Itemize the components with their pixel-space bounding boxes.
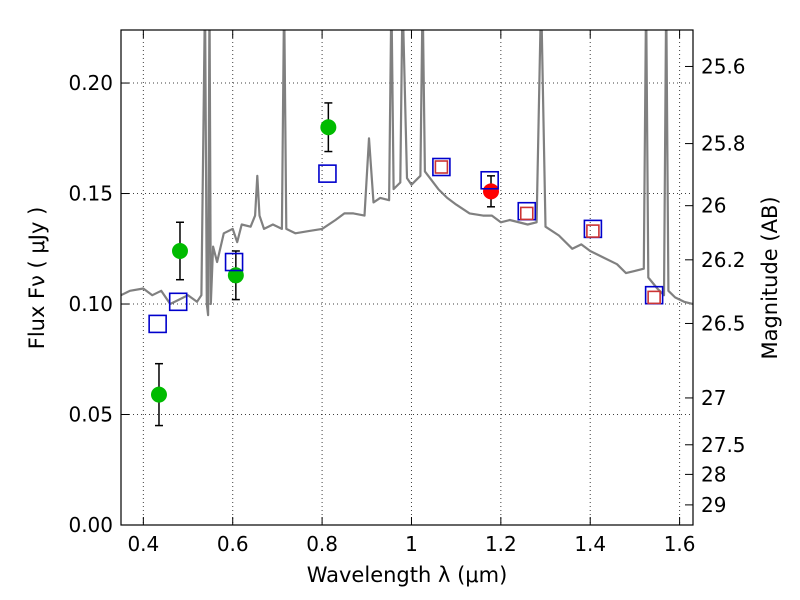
right-tick-label: 26.5	[701, 311, 746, 335]
right-tick-label: 25.6	[701, 54, 746, 78]
data-point	[483, 183, 500, 200]
x-tick-label: 1.4	[574, 532, 606, 556]
x-tick-label: 0.6	[217, 532, 249, 556]
model-spectrum-line	[121, 30, 693, 317]
y-axis-label: Flux Fν ( μJy )	[25, 207, 49, 350]
model-square	[318, 164, 337, 183]
data-point	[171, 242, 188, 259]
data-point	[150, 386, 167, 403]
x-tick-label: 0.4	[127, 532, 159, 556]
data-point	[227, 267, 244, 284]
y-tick-label: 0.15	[68, 182, 113, 206]
data-point	[320, 119, 337, 136]
y-tick-label: 0.10	[68, 292, 113, 316]
right-tick-label: 27.5	[701, 433, 746, 457]
y-tick-label: 0.00	[68, 513, 113, 537]
x-tick-label: 1.6	[664, 532, 696, 556]
right-tick-label: 25.8	[701, 132, 746, 156]
y-tick-label: 0.20	[68, 71, 113, 95]
model-square	[647, 290, 661, 305]
right-tick-label: 26	[701, 194, 726, 218]
x-tick-label: 0.8	[306, 532, 338, 556]
right-tick-label: 29	[701, 493, 726, 517]
right-tick-label: 28	[701, 462, 726, 486]
plot-area	[121, 30, 693, 317]
right-tick-label: 27	[701, 386, 726, 410]
x-tick-label: 1.2	[485, 532, 517, 556]
model-square	[148, 314, 167, 334]
model-square	[480, 170, 499, 190]
model-square	[434, 160, 449, 174]
plot-frame	[120, 29, 694, 526]
model-square	[519, 206, 534, 221]
y-tick-label: 0.05	[68, 403, 113, 427]
axis-ticks: 0.4 0.6 0.8 1 1.2 1.4 1.6 0.00 0.05 0.10 0.15 0.20 2…	[68, 30, 746, 556]
model-square	[168, 292, 188, 312]
x-tick-label: 1	[405, 532, 418, 556]
right-tick-label: 26.2	[701, 248, 746, 272]
right-axis-label: Magnitude (AB)	[758, 196, 782, 359]
model-square	[586, 224, 600, 238]
data-points	[148, 102, 664, 427]
model-square	[224, 252, 244, 272]
x-axis-label: Wavelength λ (μm)	[307, 563, 508, 587]
model-square	[432, 157, 451, 177]
